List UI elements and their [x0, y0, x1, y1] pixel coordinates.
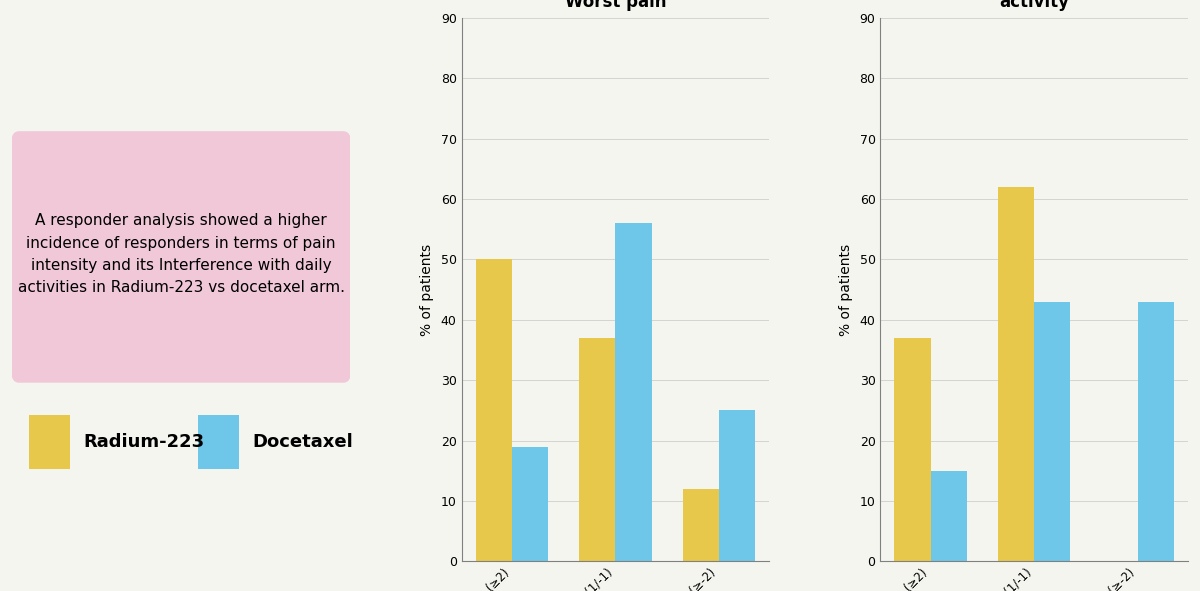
Bar [1034, 301, 1070, 561]
Bar [894, 338, 931, 561]
Bar [683, 489, 719, 561]
FancyBboxPatch shape [12, 132, 350, 382]
Bar [998, 187, 1034, 561]
Bar [475, 259, 512, 561]
Y-axis label: % of patients: % of patients [420, 243, 433, 336]
Bar [580, 338, 616, 561]
Title: General
activity: General activity [997, 0, 1070, 11]
Title: Worst pain: Worst pain [565, 0, 666, 11]
Bar [931, 471, 967, 561]
Text: Docetaxel: Docetaxel [252, 433, 353, 451]
Bar [1138, 301, 1174, 561]
FancyBboxPatch shape [198, 415, 239, 469]
Y-axis label: % of patients: % of patients [839, 243, 853, 336]
Bar [512, 447, 548, 561]
Text: A responder analysis showed a higher
incidence of responders in terms of pain
in: A responder analysis showed a higher inc… [18, 213, 344, 295]
Text: Radium-223: Radium-223 [83, 433, 204, 451]
Bar [616, 223, 652, 561]
FancyBboxPatch shape [29, 415, 70, 469]
Bar [719, 410, 755, 561]
